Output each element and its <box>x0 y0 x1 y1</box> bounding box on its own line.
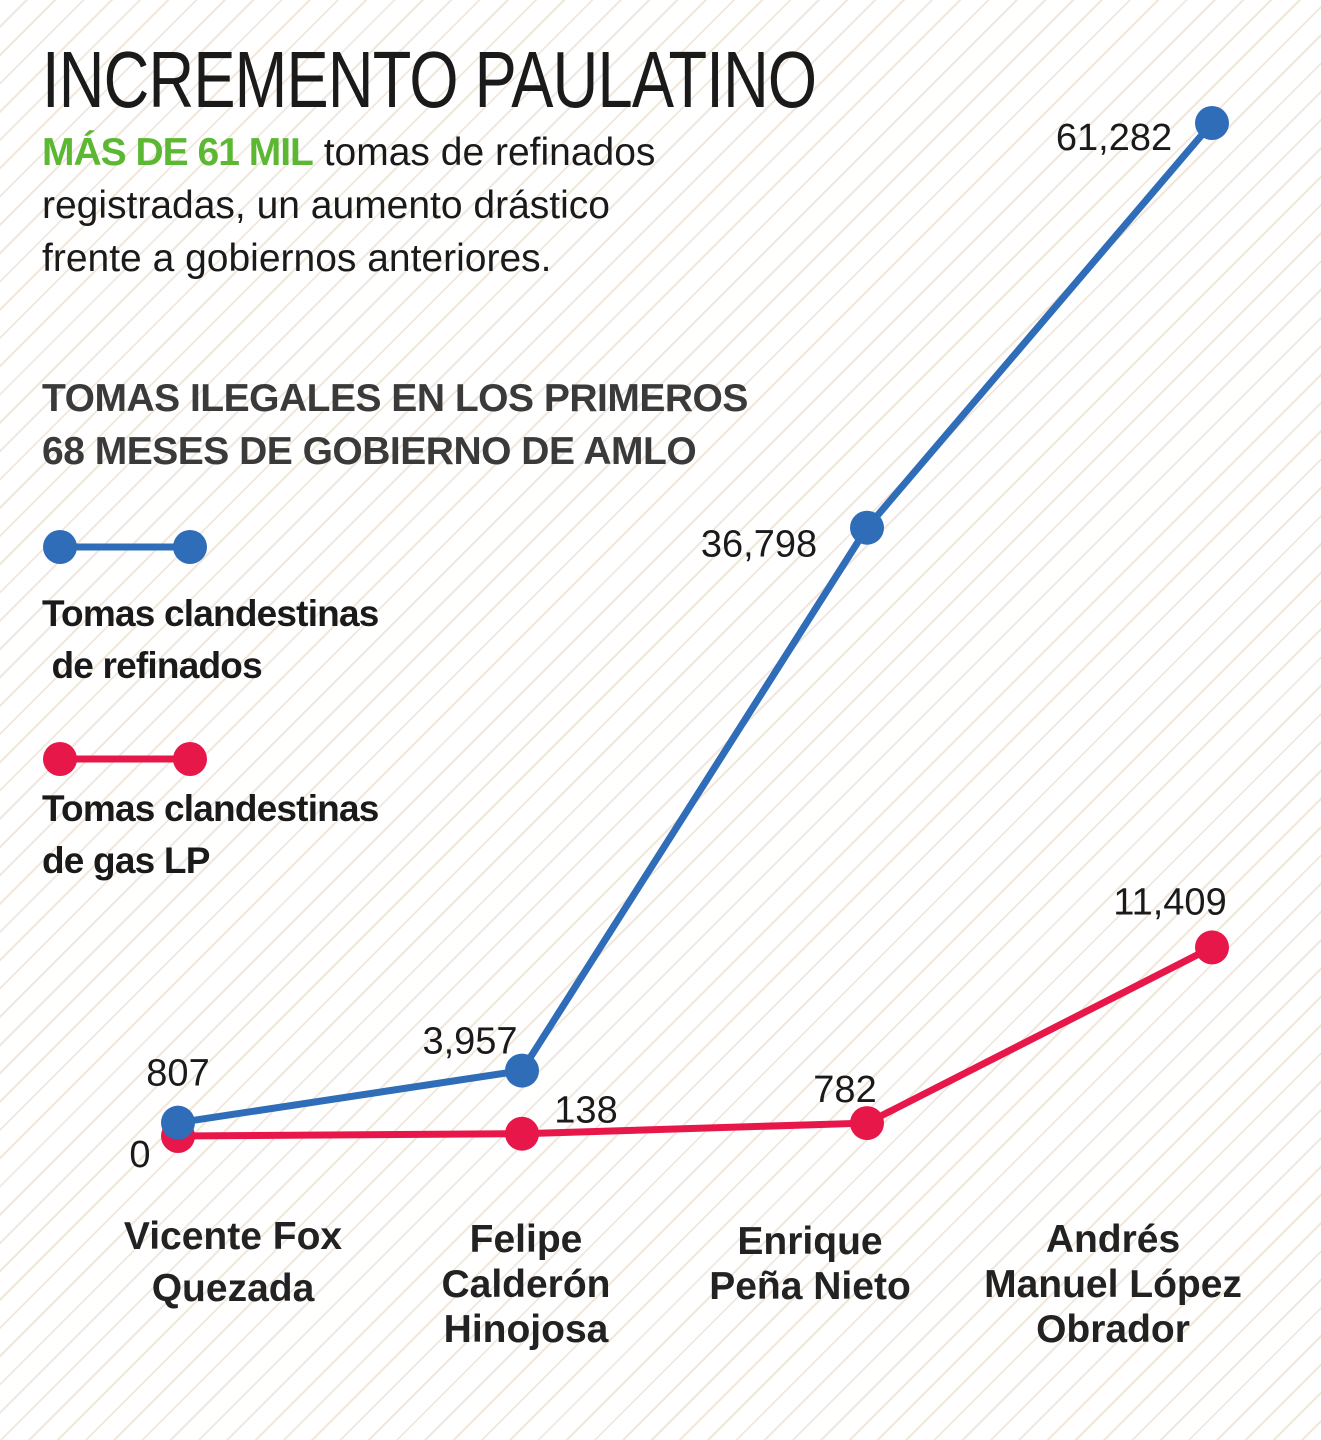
gas-lp-value-label-0: 0 <box>129 1134 150 1176</box>
category-label-calderon: Felipe Calderón Hinojosa <box>366 1217 686 1352</box>
cat-line: Felipe <box>469 1218 583 1261</box>
cat-line: Obrador <box>1036 1308 1190 1351</box>
legend-refinados-line2: de refinados <box>42 645 262 686</box>
cat-line: Quezada <box>151 1267 315 1310</box>
refinados-value-label-0: 807 <box>146 1053 209 1095</box>
heading-line2: 68 MESES DE GOBIERNO DE AMLO <box>42 430 697 473</box>
gas-lp-value-label-2: 782 <box>813 1069 876 1111</box>
category-label-fox: Vicente Fox Quezada <box>73 1214 393 1319</box>
subtitle-line1: tomas de refinados <box>312 131 656 174</box>
legend-gas-swatch <box>43 742 207 776</box>
series-line-refinados <box>177 120 1215 1127</box>
refinados-point-0 <box>161 1105 195 1140</box>
refinados-point-1 <box>505 1053 539 1088</box>
legend-gas-line1: Tomas clandestinas <box>42 788 379 829</box>
gas-lp-value-label-3: 11,409 <box>1113 881 1226 923</box>
heading-line1: TOMAS ILEGALES EN LOS PRIMEROS <box>42 377 748 420</box>
refinados-value-label-3: 61,282 <box>1056 117 1172 159</box>
refinados-point-3 <box>1195 106 1229 140</box>
cat-line: Andrés <box>1045 1218 1181 1261</box>
cat-line: Hinojosa <box>443 1308 609 1351</box>
gas-lp-point-2 <box>850 1106 884 1141</box>
category-label-pena-nieto: Enrique Peña Nieto <box>650 1219 970 1309</box>
gas-lp-value-label-1: 138 <box>554 1090 617 1132</box>
cat-line: Calderón <box>441 1263 611 1306</box>
category-label-amlo: Andrés Manuel López Obrador <box>953 1217 1273 1352</box>
cat-line: Manuel López <box>984 1263 1242 1306</box>
refinados-value-label-1: 3,957 <box>422 1021 517 1063</box>
subtitle-line2: registradas, un aumento drástico <box>42 184 610 227</box>
refinados-value-label-2: 36,798 <box>701 524 817 566</box>
legend-label-refinados: Tomas clandestinas de refinados <box>42 588 379 692</box>
legend-gas-line2: de gas LP <box>42 840 210 881</box>
subtitle-line3: frente a gobiernos anteriores. <box>42 237 552 280</box>
subtitle-highlight: MÁS DE 61 MIL <box>42 131 314 174</box>
refinados-point-2 <box>850 510 884 545</box>
legend-refinados-line1: Tomas clandestinas <box>42 593 379 634</box>
series-line-gas-lp <box>177 944 1214 1140</box>
subtitle: MÁS DE 61 MIL tomas de refinados registra… <box>42 126 762 285</box>
cat-line: Vicente Fox <box>123 1215 343 1258</box>
cat-line: Peña Nieto <box>709 1265 911 1308</box>
cat-line: Enrique <box>737 1220 883 1263</box>
chart-heading: TOMAS ILEGALES EN LOS PRIMEROS 68 MESES D… <box>42 372 748 478</box>
gas-lp-point-1 <box>505 1116 539 1151</box>
gas-lp-point-3 <box>1195 930 1229 965</box>
chart-title: INCREMENTO PAULATINO <box>42 35 817 124</box>
legend-label-gas: Tomas clandestinas de gas LP <box>42 783 379 887</box>
legend-refinados-swatch <box>43 530 207 564</box>
